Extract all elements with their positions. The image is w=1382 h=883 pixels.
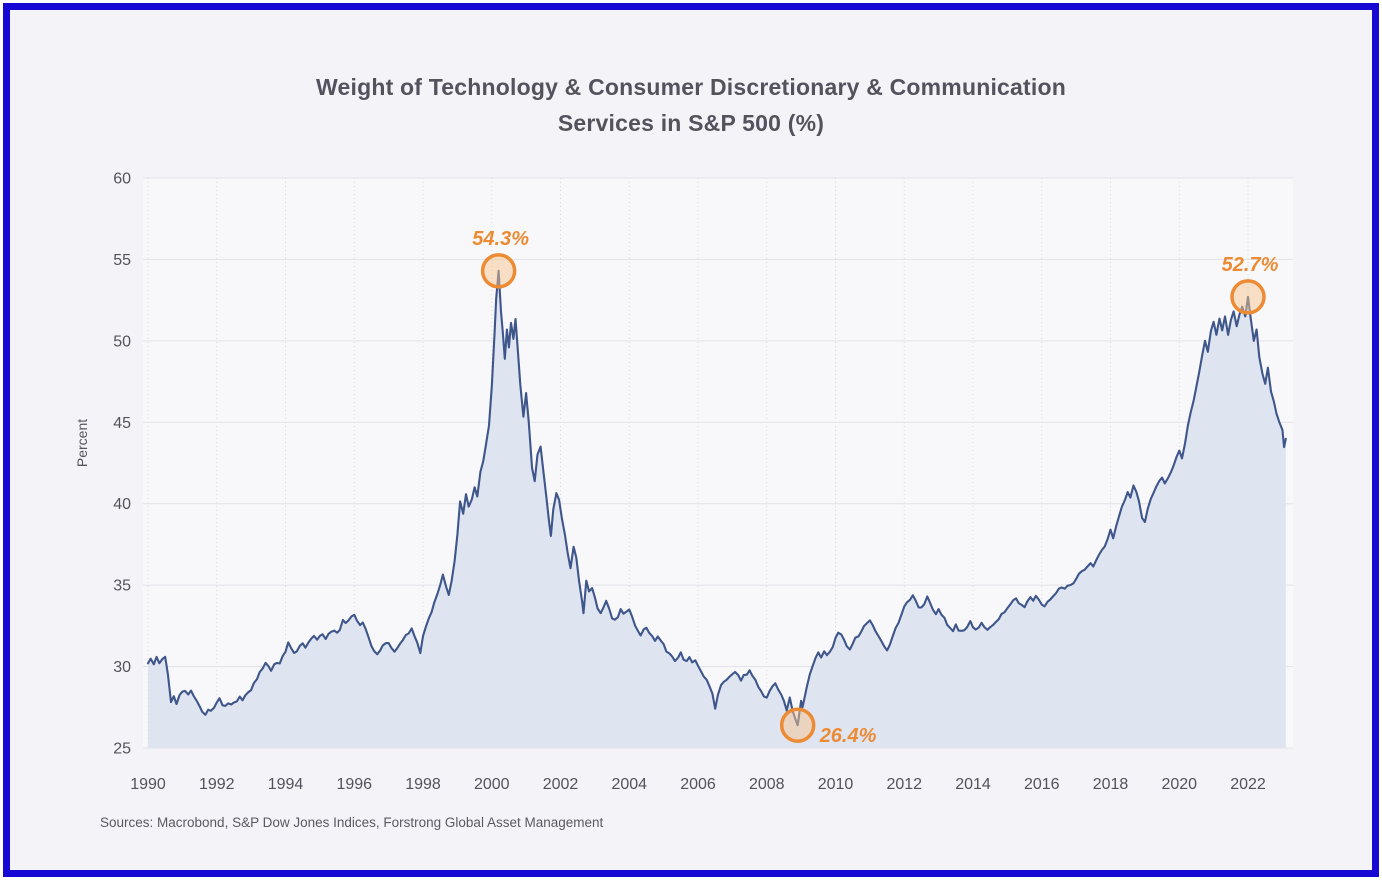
x-tick-label: 2002 <box>543 776 579 793</box>
annotation-circle <box>779 707 816 743</box>
x-tick-label: 2012 <box>886 776 922 793</box>
y-tick-label: 55 <box>113 252 131 269</box>
chart-canvas: 25 30 35 40 45 50 55 60 1990 1992 1994 1996 1998 2000… <box>113 171 1293 793</box>
x-tick-label: 2018 <box>1093 776 1129 793</box>
annotation-circle <box>480 253 517 289</box>
x-tick-label: 2014 <box>955 776 991 793</box>
series-line <box>146 269 1287 727</box>
annotation-circle <box>1230 279 1266 315</box>
x-tick-label: 2010 <box>818 776 854 793</box>
x-tick-label: 1994 <box>268 776 304 793</box>
chart-title-line-1: Weight of Technology & Consumer Discreti… <box>316 74 1066 100</box>
x-tick-label: 2016 <box>1024 776 1060 793</box>
x-tick-label: 2020 <box>1161 776 1197 793</box>
annotation-label: 52.7% <box>1222 254 1279 276</box>
chart-title-line-2: Services in S&P 500 (%) <box>557 110 825 136</box>
x-tick-label: 2004 <box>611 776 647 793</box>
x-tick-label: 1998 <box>405 776 441 793</box>
y-tick-label: 60 <box>113 171 131 188</box>
x-tick-label: 2022 <box>1230 776 1266 793</box>
annotation-label: 26.4% <box>819 725 877 747</box>
y-tick-label: 40 <box>113 496 131 513</box>
series-area-fill <box>148 270 1286 748</box>
y-tick-label: 35 <box>113 578 131 595</box>
x-tick-label: 2006 <box>680 776 716 793</box>
x-tick-label: 1990 <box>130 776 166 793</box>
y-tick-label: 25 <box>113 741 131 758</box>
y-tick-label: 30 <box>113 659 131 676</box>
x-tick-label: 1992 <box>199 776 235 793</box>
x-tick-label: 2008 <box>749 776 785 793</box>
x-tick-label: 2000 <box>474 776 510 793</box>
x-tick-label: 1996 <box>336 776 372 793</box>
y-tick-label: 50 <box>113 333 131 350</box>
y-tick-label: 45 <box>113 415 131 432</box>
sources-note: Sources: Macrobond, S&P Dow Jones Indice… <box>100 815 604 830</box>
annotation-label: 54.3% <box>472 228 529 250</box>
chart-title: Weight of Technology & Consumer Discreti… <box>3 69 1379 141</box>
